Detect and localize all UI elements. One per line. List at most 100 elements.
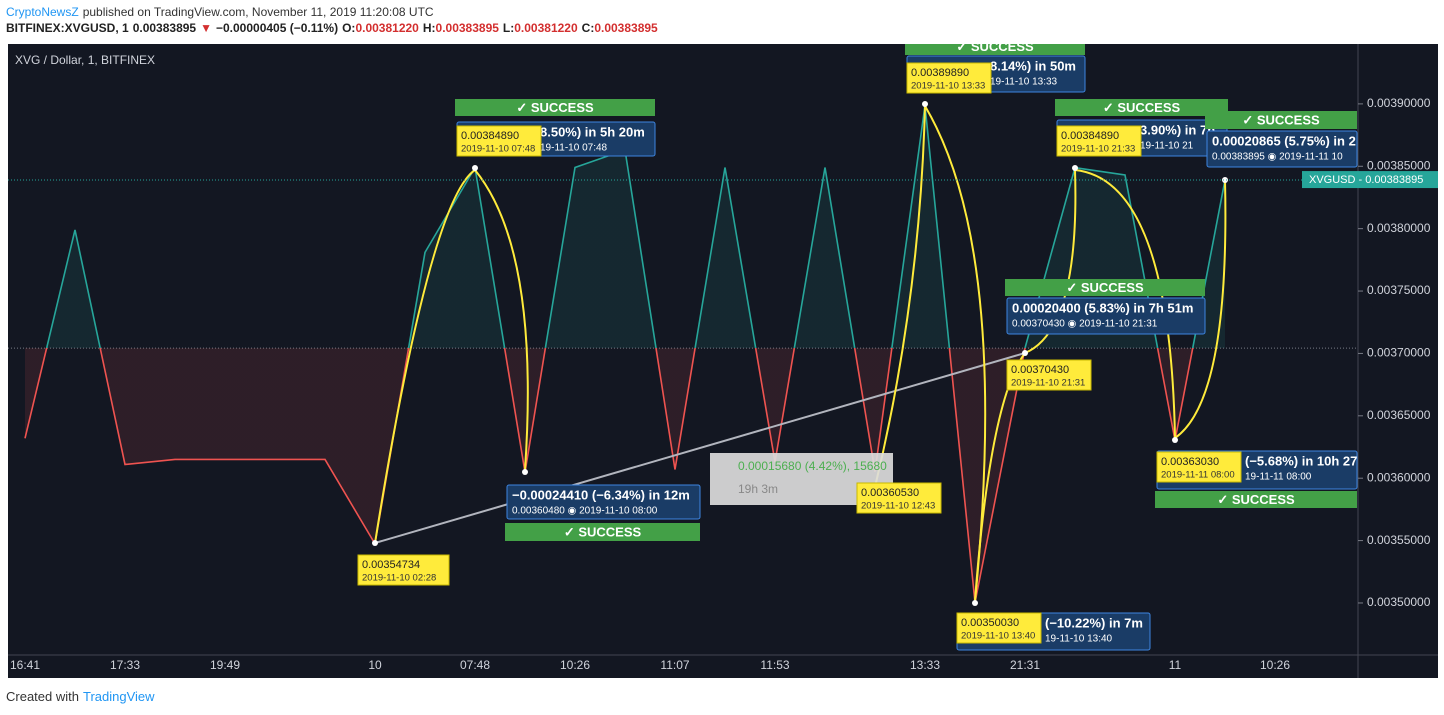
arrow: ▼ (200, 21, 212, 35)
c-label: C: (581, 21, 595, 35)
result-detail: 19-11-10 13:40 (1045, 634, 1113, 645)
y-tick-label: 0.00380000 (1367, 221, 1431, 235)
success-bar (905, 44, 1085, 55)
point-handle (522, 469, 528, 475)
result-box (1206, 130, 1358, 168)
last-price-tag (1302, 171, 1438, 189)
success-bar (505, 523, 700, 541)
price-label-time: 2019-11-10 12:43 (861, 501, 935, 512)
success-bar (1205, 111, 1357, 129)
last-price-label: XVGUSD - 0.00383895 (1309, 174, 1423, 186)
point-handle (972, 600, 978, 606)
result-detail: 0.00370430 ◉ 2019-11-10 21:31 (1012, 319, 1158, 330)
x-tick-label: 11 (1169, 658, 1182, 672)
success-label: ✓ SUCCESS (564, 524, 642, 539)
h-label: H: (422, 21, 436, 35)
success-bar (1055, 99, 1228, 116)
success-label: ✓ SUCCESS (1217, 492, 1295, 507)
success-label: ✓ SUCCESS (516, 100, 594, 115)
x-tick-label: 19:49 (210, 658, 240, 672)
arrow-curve (374, 169, 476, 544)
o-label: O: (342, 21, 356, 35)
price-label-time: 2019-11-10 02:28 (362, 573, 436, 584)
o: 0.00381220 (355, 21, 419, 35)
l-label: L: (502, 21, 515, 35)
x-tick-label: 21:31 (1010, 658, 1040, 672)
price-label: 0.00389890 (911, 67, 969, 79)
published: published on TradingView.com, November 1… (82, 5, 434, 19)
success-label: ✓ SUCCESS (1066, 280, 1144, 295)
price-label-time: 2019-11-10 21:33 (1061, 144, 1135, 155)
point-handle (1172, 437, 1178, 443)
price-label: 0.00384890 (1061, 130, 1119, 142)
header-line: CryptoNewsZ published on TradingView.com,… (6, 5, 434, 19)
result-box (1006, 297, 1206, 335)
price-label: 0.00354734 (362, 559, 420, 571)
result-change: −0.00024410 (−6.34%) in 12m (512, 487, 690, 502)
measure-duration: 19h 3m (738, 482, 778, 496)
brand[interactable]: TradingView (82, 689, 155, 704)
price-label-box (1056, 125, 1142, 157)
success-label: ✓ SUCCESS (956, 39, 1034, 54)
price-label-time: 2019-11-11 08:00 (1161, 470, 1235, 481)
result-change: 8.50%) in 5h 20m (540, 124, 645, 139)
created: Created with (6, 689, 79, 704)
price-label-box (1006, 359, 1092, 391)
l: 0.00381220 (514, 21, 578, 35)
result-change: (−5.68%) in 10h 27 (1245, 453, 1357, 468)
y-tick-label: 0.00390000 (1367, 96, 1431, 110)
result-detail: 0.00383895 ◉ 2019-11-11 10 (1212, 152, 1343, 163)
result-detail: 19-11-10 13:33 (990, 77, 1058, 88)
x-tick-label: 13:33 (910, 658, 940, 672)
price-label-time: 2019-11-10 13:33 (911, 81, 985, 92)
x-tick-label: 10 (368, 658, 382, 672)
success-bar (1155, 491, 1357, 508)
symbol-line: BITFINEX:XVGUSD, 1 0.00383895 ▼ −0.00000405… (6, 21, 658, 35)
x-tick-label: 07:48 (460, 658, 490, 672)
result-detail: 19-11-11 08:00 (1245, 472, 1312, 483)
x-tick-label: 16:41 (10, 658, 40, 672)
x-tick-label: 10:26 (1260, 658, 1290, 672)
price-label-box (956, 612, 1042, 644)
symbol: BITFINEX:XVGUSD, 1 (6, 21, 129, 35)
success-label: ✓ SUCCESS (1242, 112, 1320, 127)
y-tick-label: 0.00360000 (1367, 470, 1431, 484)
footer: Created with TradingView (6, 689, 155, 704)
success-bar (1005, 279, 1205, 296)
result-change: 0.00020400 (5.83%) in 7h 51m (1012, 300, 1193, 315)
price-label-time: 2019-11-10 21:31 (1011, 378, 1085, 389)
success-bar (455, 99, 655, 116)
y-tick-label: 0.00375000 (1367, 283, 1431, 297)
result-change: (−10.22%) in 7m (1045, 615, 1143, 630)
x-tick-label: 11:07 (660, 658, 689, 672)
h: 0.00383895 (435, 21, 499, 35)
result-change: 3.90%) in 7h (1140, 122, 1215, 137)
result-detail: 0.00360480 ◉ 2019-11-10 08:00 (512, 506, 658, 517)
point-handle (372, 540, 378, 546)
arrow-curve (1174, 179, 1227, 439)
price-label-box (906, 62, 992, 94)
result-detail: 19-11-10 21 (1140, 141, 1194, 152)
trend-line (374, 352, 1026, 544)
point-handle (1222, 177, 1228, 183)
plot-area: 0.00015680 (4.42%), 15680 19h 3m 8.50%) in… (8, 39, 1358, 651)
price-label: 0.00384890 (461, 130, 519, 142)
point-handle (1022, 350, 1028, 356)
point-handle (472, 165, 478, 171)
price-label-box (357, 554, 450, 586)
arrow-curve (924, 105, 987, 602)
price-label-box (856, 482, 942, 514)
y-tick-label: 0.00385000 (1367, 158, 1431, 172)
price-label: 0.00363030 (1161, 456, 1219, 468)
y-tick-label: 0.00350000 (1367, 595, 1431, 609)
result-change: 8.14%) in 50m (990, 58, 1076, 73)
price-label: 0.00350030 (961, 617, 1019, 629)
arrow-curve (874, 105, 926, 488)
price-label: 0.00370430 (1011, 364, 1069, 376)
y-tick-label: 0.00365000 (1367, 408, 1431, 422)
price-label: 0.00360530 (861, 487, 919, 499)
x-tick-label: 17:33 (110, 658, 140, 672)
author: CryptoNewsZ (6, 5, 79, 19)
